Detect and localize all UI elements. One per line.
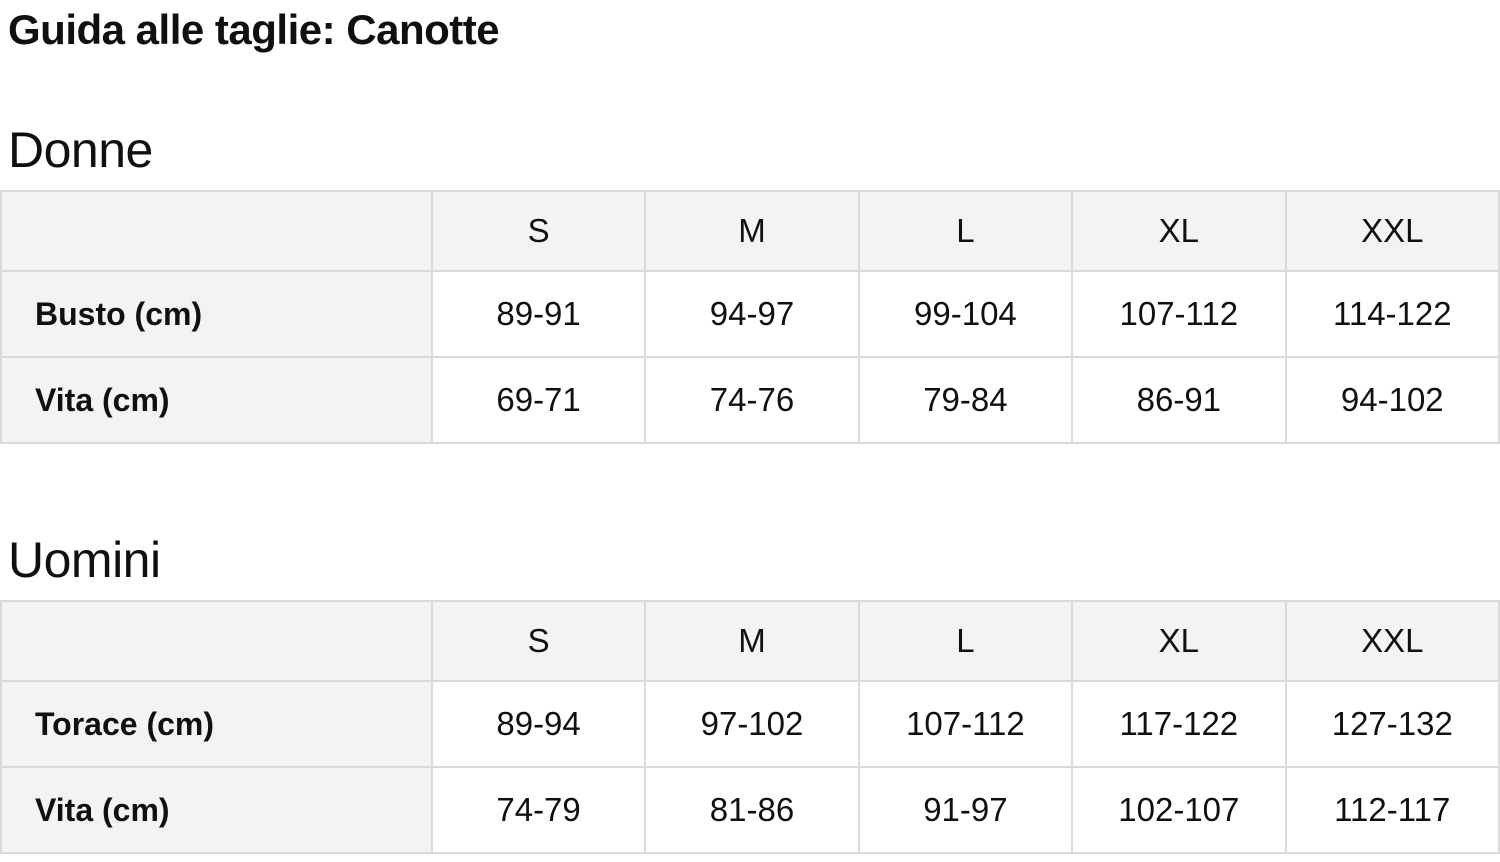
- cell-vita-donne-m: 74-76: [644, 356, 860, 444]
- column-header-s: S: [430, 190, 647, 272]
- section-heading-uomini: Uomini: [8, 532, 161, 588]
- cell-busto-xxl: 114-122: [1284, 270, 1500, 358]
- column-header-m: M: [644, 600, 860, 682]
- column-header-m: M: [644, 190, 860, 272]
- column-header-xl: XL: [1071, 600, 1287, 682]
- table-row: Vita (cm) 74-79 81-86 91-97 102-107 112-…: [0, 766, 1500, 854]
- table-row: Vita (cm) 69-71 74-76 79-84 86-91 94-102: [0, 356, 1500, 444]
- cell-torace-xl: 117-122: [1071, 680, 1287, 768]
- column-header-xxl: XXL: [1284, 190, 1500, 272]
- table-header-row: S M L XL XXL: [0, 600, 1500, 682]
- cell-vita-uomini-s: 74-79: [430, 766, 647, 854]
- column-header-l: L: [857, 600, 1074, 682]
- column-header-xl: XL: [1071, 190, 1287, 272]
- cell-vita-uomini-l: 91-97: [857, 766, 1074, 854]
- cell-torace-l: 107-112: [857, 680, 1074, 768]
- cell-vita-uomini-xl: 102-107: [1071, 766, 1287, 854]
- cell-torace-s: 89-94: [430, 680, 647, 768]
- header-empty-cell: [0, 190, 433, 272]
- table-row: Busto (cm) 89-91 94-97 99-104 107-112 11…: [0, 270, 1500, 358]
- cell-vita-donne-xxl: 94-102: [1284, 356, 1500, 444]
- page-title: Guida alle taglie: Canotte: [8, 6, 500, 53]
- cell-busto-s: 89-91: [430, 270, 647, 358]
- row-label-busto: Busto (cm): [0, 270, 433, 358]
- cell-busto-l: 99-104: [857, 270, 1074, 358]
- row-label-vita-uomini: Vita (cm): [0, 766, 433, 854]
- table-row: Torace (cm) 89-94 97-102 107-112 117-122…: [0, 680, 1500, 768]
- size-table-donne: S M L XL XXL Busto (cm) 89-91 94-97 99-1…: [0, 190, 1500, 444]
- cell-vita-donne-xl: 86-91: [1071, 356, 1287, 444]
- row-label-vita-donne: Vita (cm): [0, 356, 433, 444]
- column-header-s: S: [430, 600, 647, 682]
- section-heading-donne: Donne: [8, 122, 153, 178]
- cell-torace-xxl: 127-132: [1284, 680, 1500, 768]
- row-label-torace: Torace (cm): [0, 680, 433, 768]
- cell-vita-uomini-xxl: 112-117: [1284, 766, 1500, 854]
- column-header-xxl: XXL: [1284, 600, 1500, 682]
- cell-vita-uomini-m: 81-86: [644, 766, 860, 854]
- table-header-row: S M L XL XXL: [0, 190, 1500, 272]
- size-table-uomini: S M L XL XXL Torace (cm) 89-94 97-102 10…: [0, 600, 1500, 854]
- cell-busto-xl: 107-112: [1071, 270, 1287, 358]
- cell-torace-m: 97-102: [644, 680, 860, 768]
- cell-busto-m: 94-97: [644, 270, 860, 358]
- header-empty-cell: [0, 600, 433, 682]
- cell-vita-donne-l: 79-84: [857, 356, 1074, 444]
- cell-vita-donne-s: 69-71: [430, 356, 647, 444]
- column-header-l: L: [857, 190, 1074, 272]
